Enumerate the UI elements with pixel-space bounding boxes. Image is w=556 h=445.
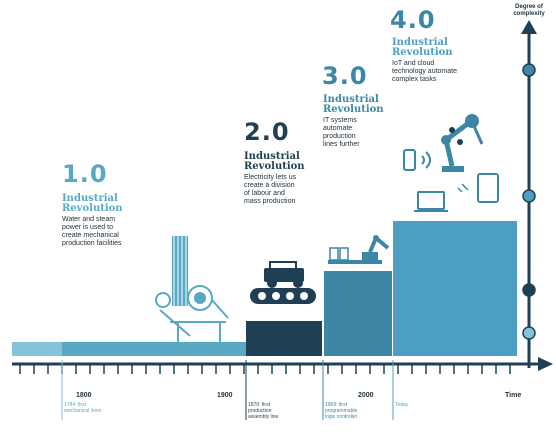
x-tick-2000: 2000 bbox=[358, 392, 374, 399]
stage-3-description: IT systems automate production lines fur… bbox=[323, 117, 360, 149]
stage-4-desc-line: IoT and cloud bbox=[392, 60, 435, 67]
stage-1-description: Water and steam power is used to create … bbox=[62, 216, 122, 248]
stage-2-description: Electricity lets us create a division of… bbox=[244, 174, 296, 206]
stage-3-caption: 1969: first programmable logic controlle… bbox=[325, 402, 357, 420]
caption-line: programmable bbox=[325, 408, 358, 414]
x-axis bbox=[12, 357, 553, 420]
stage-1-desc-line: power is used to bbox=[62, 224, 113, 231]
x-tick-1800: 1800 bbox=[76, 392, 92, 399]
stage-4-number: 4.0 bbox=[390, 6, 436, 34]
stage-2-desc-line: of labour and bbox=[244, 190, 285, 197]
caption-line: logic controller bbox=[325, 414, 358, 420]
caption-line: 1784: first bbox=[64, 402, 86, 408]
y-axis bbox=[521, 20, 537, 368]
stage-2-heading: Industrial Revolution bbox=[244, 152, 305, 172]
stage-1-number: 1.0 bbox=[62, 160, 108, 188]
stage-2-desc-line: Electricity lets us bbox=[244, 174, 297, 181]
axis-marker bbox=[522, 326, 536, 340]
caption-line: assembly line bbox=[248, 414, 279, 420]
axis-marker bbox=[522, 283, 536, 297]
stage-2-desc-line: create a division bbox=[244, 182, 295, 189]
stage-2-desc-line: mass production bbox=[244, 198, 296, 205]
loom-icon bbox=[155, 236, 229, 342]
stage-2-heading-line1: Industrial bbox=[244, 151, 300, 162]
stage-2-caption: 1870: first production assembly line bbox=[248, 402, 278, 420]
caption-line: 1870: first bbox=[248, 402, 270, 408]
stage-4-bar bbox=[393, 221, 517, 356]
caption-line: Today bbox=[395, 402, 409, 408]
axis-marker bbox=[522, 63, 536, 77]
stage-4-heading-line2: Revolution bbox=[392, 47, 453, 58]
caption-line: mechanical loom bbox=[64, 408, 102, 414]
stage-1-caption: 1784: first mechanical loom bbox=[64, 402, 102, 414]
stage-4-heading-line1: Industrial bbox=[392, 37, 448, 48]
baseline-bar-start bbox=[12, 342, 62, 356]
stage-2-heading-line2: Revolution bbox=[244, 161, 305, 172]
stage-4-desc-line: technology automate bbox=[392, 68, 457, 75]
stage-2-bar bbox=[246, 321, 322, 356]
stage-3-heading-line1: Industrial bbox=[323, 94, 379, 105]
stage-3-heading: Industrial Revolution bbox=[323, 95, 384, 115]
axis-marker bbox=[522, 189, 536, 203]
x-tick-1900: 1900 bbox=[217, 392, 233, 399]
caption-line: 1969: first bbox=[325, 402, 347, 408]
connected-devices-icon bbox=[403, 114, 499, 212]
stage-4-heading: Industrial Revolution bbox=[392, 38, 453, 58]
stage-1-heading-line1: Industrial bbox=[62, 193, 118, 204]
stage-3-desc-line: lines further bbox=[323, 141, 360, 148]
x-axis-label: Time bbox=[505, 392, 522, 399]
stage-1-heading-line2: Revolution bbox=[62, 203, 123, 214]
stage-3-desc-line: automate bbox=[323, 125, 353, 132]
stage-3-bar bbox=[324, 271, 392, 356]
y-axis-label: Degree of complexity bbox=[513, 4, 545, 17]
assembly-line-car-icon bbox=[250, 261, 316, 304]
stage-1-desc-line: Water and steam bbox=[62, 216, 116, 223]
stage-1-bar bbox=[62, 342, 246, 356]
stage-2-number: 2.0 bbox=[244, 118, 290, 146]
stage-3-number: 3.0 bbox=[322, 62, 368, 90]
stage-1-desc-line: create mechanical bbox=[62, 232, 119, 239]
caption-line: production bbox=[248, 408, 272, 414]
stage-3-desc-line: production bbox=[323, 133, 356, 140]
stage-1-heading: Industrial Revolution bbox=[62, 194, 123, 214]
stage-4-desc-line: complex tasks bbox=[392, 76, 437, 83]
stage-4-caption: Today bbox=[395, 402, 408, 408]
robot-arm-icon bbox=[328, 235, 390, 264]
stage-4-description: IoT and cloud technology automate comple… bbox=[392, 60, 457, 84]
stage-1-desc-line: production facilities bbox=[62, 240, 122, 247]
stage-3-heading-line2: Revolution bbox=[323, 104, 384, 115]
stage-3-desc-line: IT systems bbox=[323, 117, 357, 124]
